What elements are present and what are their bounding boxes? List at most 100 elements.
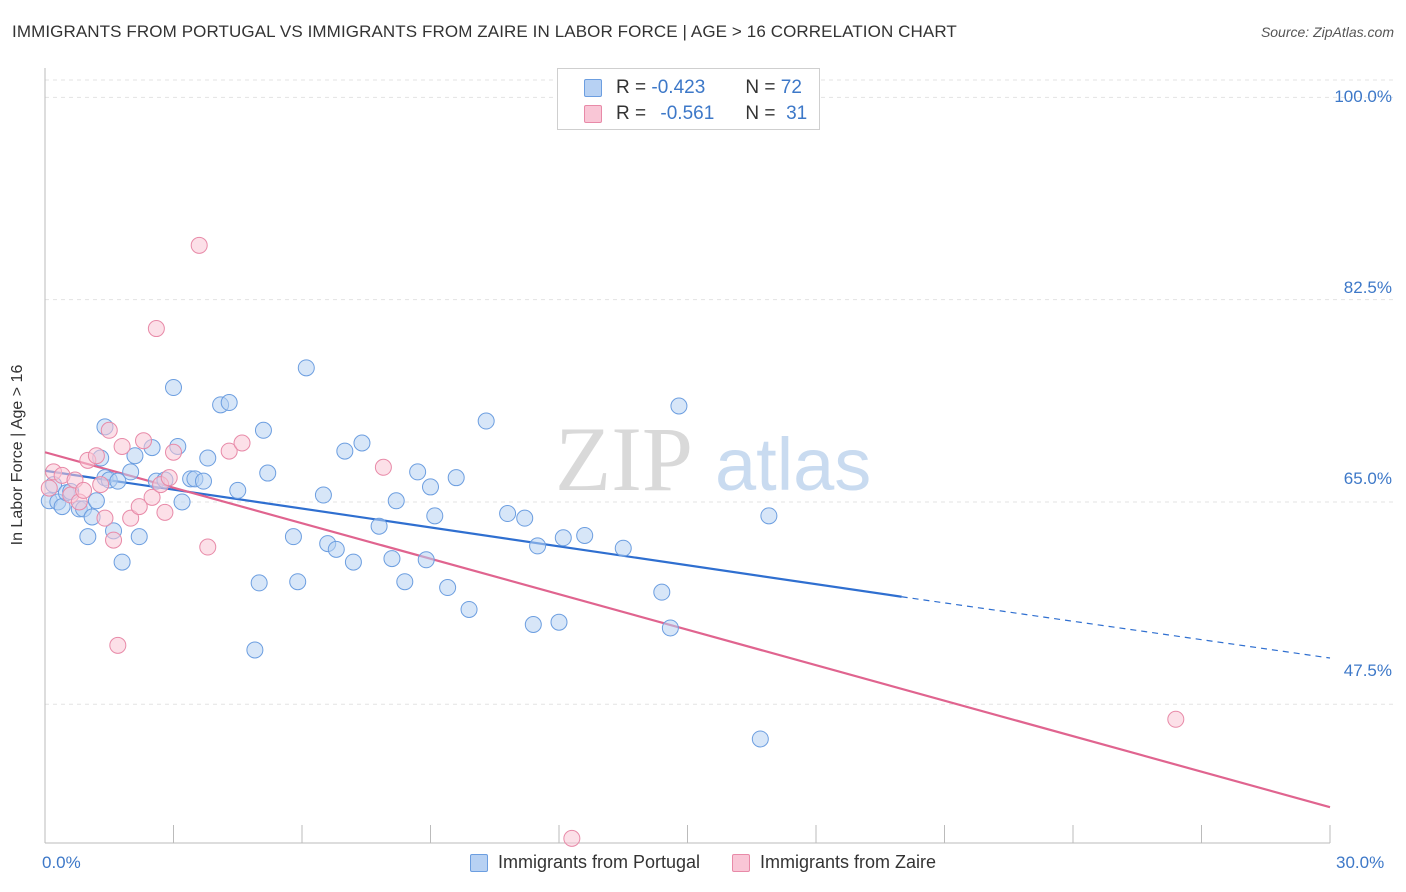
data-point-portugal bbox=[284, 528, 302, 546]
data-point-portugal bbox=[165, 379, 182, 397]
data-point-zaire bbox=[160, 469, 178, 487]
data-point-portugal bbox=[314, 486, 332, 504]
data-point-zaire bbox=[122, 509, 140, 527]
data-point-portugal bbox=[422, 478, 439, 496]
data-point-zaire bbox=[233, 434, 251, 452]
data-point-zaire bbox=[135, 432, 153, 450]
data-point-zaire bbox=[1167, 710, 1185, 728]
data-point-zaire bbox=[40, 479, 58, 497]
legend-item-zaire[interactable]: Immigrants from Zaire bbox=[732, 852, 936, 873]
data-point-portugal bbox=[751, 730, 769, 748]
data-point-portugal bbox=[409, 463, 427, 481]
data-point-portugal bbox=[109, 472, 127, 490]
legend-item-portugal[interactable]: Immigrants from Portugal bbox=[469, 852, 701, 873]
watermark-zip: ZIP bbox=[555, 408, 693, 510]
legend-n-value-portugal: 72 bbox=[780, 77, 802, 98]
trend-lines bbox=[44, 451, 1331, 809]
y-tick-label-47-5: 47.5% bbox=[1343, 661, 1392, 680]
data-point-portugal bbox=[550, 613, 568, 631]
data-point-portugal bbox=[297, 359, 315, 377]
data-point-portugal bbox=[661, 619, 679, 637]
legend-swatch-zaire bbox=[584, 105, 602, 123]
data-point-portugal bbox=[447, 469, 465, 487]
data-point-portugal bbox=[194, 472, 212, 490]
source-label: Source: ZipAtlas.com bbox=[1260, 24, 1394, 40]
data-point-portugal bbox=[524, 616, 542, 634]
legend-row-portugal: R = -0.423 N = 72 bbox=[584, 76, 802, 100]
data-point-zaire bbox=[156, 503, 174, 521]
data-point-zaire bbox=[113, 437, 131, 455]
stats-legend: R = -0.423 N = 72 R = -0.561 N = 31 bbox=[557, 68, 820, 130]
data-point-portugal bbox=[173, 493, 191, 511]
data-point-portugal bbox=[653, 583, 671, 601]
data-point-zaire bbox=[220, 442, 238, 460]
legend-swatch-zaire bbox=[732, 853, 751, 872]
y-axis-label: In Labor Force | Age > 16 bbox=[9, 364, 26, 546]
x-tick-label-0: 0.0% bbox=[42, 853, 81, 872]
data-point-portugal bbox=[289, 573, 307, 591]
data-point-portugal bbox=[670, 397, 688, 415]
data-point-zaire bbox=[130, 498, 148, 516]
trend-line-dashed-portugal bbox=[901, 596, 1331, 659]
data-point-portugal bbox=[220, 394, 238, 412]
y-tick-label-100: 100.0% bbox=[1334, 87, 1392, 106]
legend-row-zaire: R = -0.561 N = 31 bbox=[584, 102, 807, 126]
data-point-zaire bbox=[105, 531, 123, 549]
data-point-portugal bbox=[370, 517, 388, 535]
legend-n-value-zaire: 31 bbox=[786, 103, 808, 124]
legend-label-zaire: Immigrants from Zaire bbox=[760, 852, 937, 872]
legend-n-label: N = bbox=[745, 77, 776, 98]
data-point-portugal bbox=[760, 507, 778, 525]
legend-r-value-portugal: -0.423 bbox=[651, 77, 706, 98]
data-point-portugal bbox=[113, 553, 131, 571]
data-point-portugal bbox=[396, 573, 414, 591]
data-point-portugal bbox=[344, 553, 362, 571]
legend-r-value-zaire: -0.561 bbox=[660, 103, 715, 124]
data-point-portugal bbox=[259, 464, 277, 482]
legend-swatch-portugal bbox=[584, 79, 602, 97]
data-point-portugal bbox=[417, 551, 435, 569]
data-points bbox=[40, 236, 1185, 847]
legend-label-portugal: Immigrants from Portugal bbox=[497, 852, 701, 872]
watermark-atlas: atlas bbox=[715, 423, 871, 506]
data-point-zaire bbox=[92, 476, 110, 494]
data-point-portugal bbox=[516, 509, 534, 527]
data-point-portugal bbox=[614, 539, 632, 557]
data-point-zaire bbox=[87, 447, 105, 465]
data-point-portugal bbox=[246, 641, 264, 659]
legend-swatch-portugal bbox=[469, 853, 488, 872]
data-point-portugal bbox=[87, 492, 105, 510]
y-tick-label-65: 65.0% bbox=[1343, 469, 1392, 488]
axes bbox=[44, 68, 1331, 844]
data-point-portugal bbox=[383, 550, 401, 568]
data-point-zaire bbox=[147, 320, 165, 338]
data-point-portugal bbox=[199, 449, 217, 467]
data-point-portugal bbox=[327, 540, 345, 558]
data-point-zaire bbox=[75, 481, 93, 499]
data-point-portugal bbox=[499, 505, 517, 523]
data-point-portugal bbox=[387, 492, 405, 510]
data-point-portugal bbox=[250, 574, 268, 592]
series-legend: Immigrants from Portugal Immigrants from… bbox=[0, 852, 1406, 873]
data-point-zaire bbox=[199, 538, 217, 556]
data-point-portugal bbox=[460, 600, 478, 618]
data-point-zaire bbox=[100, 421, 118, 439]
watermark: ZIP atlas bbox=[555, 408, 871, 510]
data-point-portugal bbox=[477, 412, 495, 430]
trend-line-zaire bbox=[44, 451, 1331, 809]
data-point-portugal bbox=[576, 526, 594, 544]
data-point-portugal bbox=[122, 463, 140, 481]
data-point-zaire bbox=[190, 236, 208, 254]
data-point-portugal bbox=[130, 528, 148, 546]
data-point-portugal bbox=[426, 507, 444, 525]
legend-r-label: R = bbox=[616, 77, 647, 98]
data-point-portugal bbox=[439, 579, 457, 597]
data-point-zaire bbox=[143, 488, 161, 506]
x-tick-label-30: 30.0% bbox=[1336, 853, 1385, 872]
data-point-portugal bbox=[126, 447, 144, 465]
data-point-portugal bbox=[79, 528, 97, 546]
legend-n-label: N = bbox=[745, 103, 776, 124]
data-point-portugal bbox=[336, 442, 354, 460]
data-point-portugal bbox=[254, 421, 272, 439]
